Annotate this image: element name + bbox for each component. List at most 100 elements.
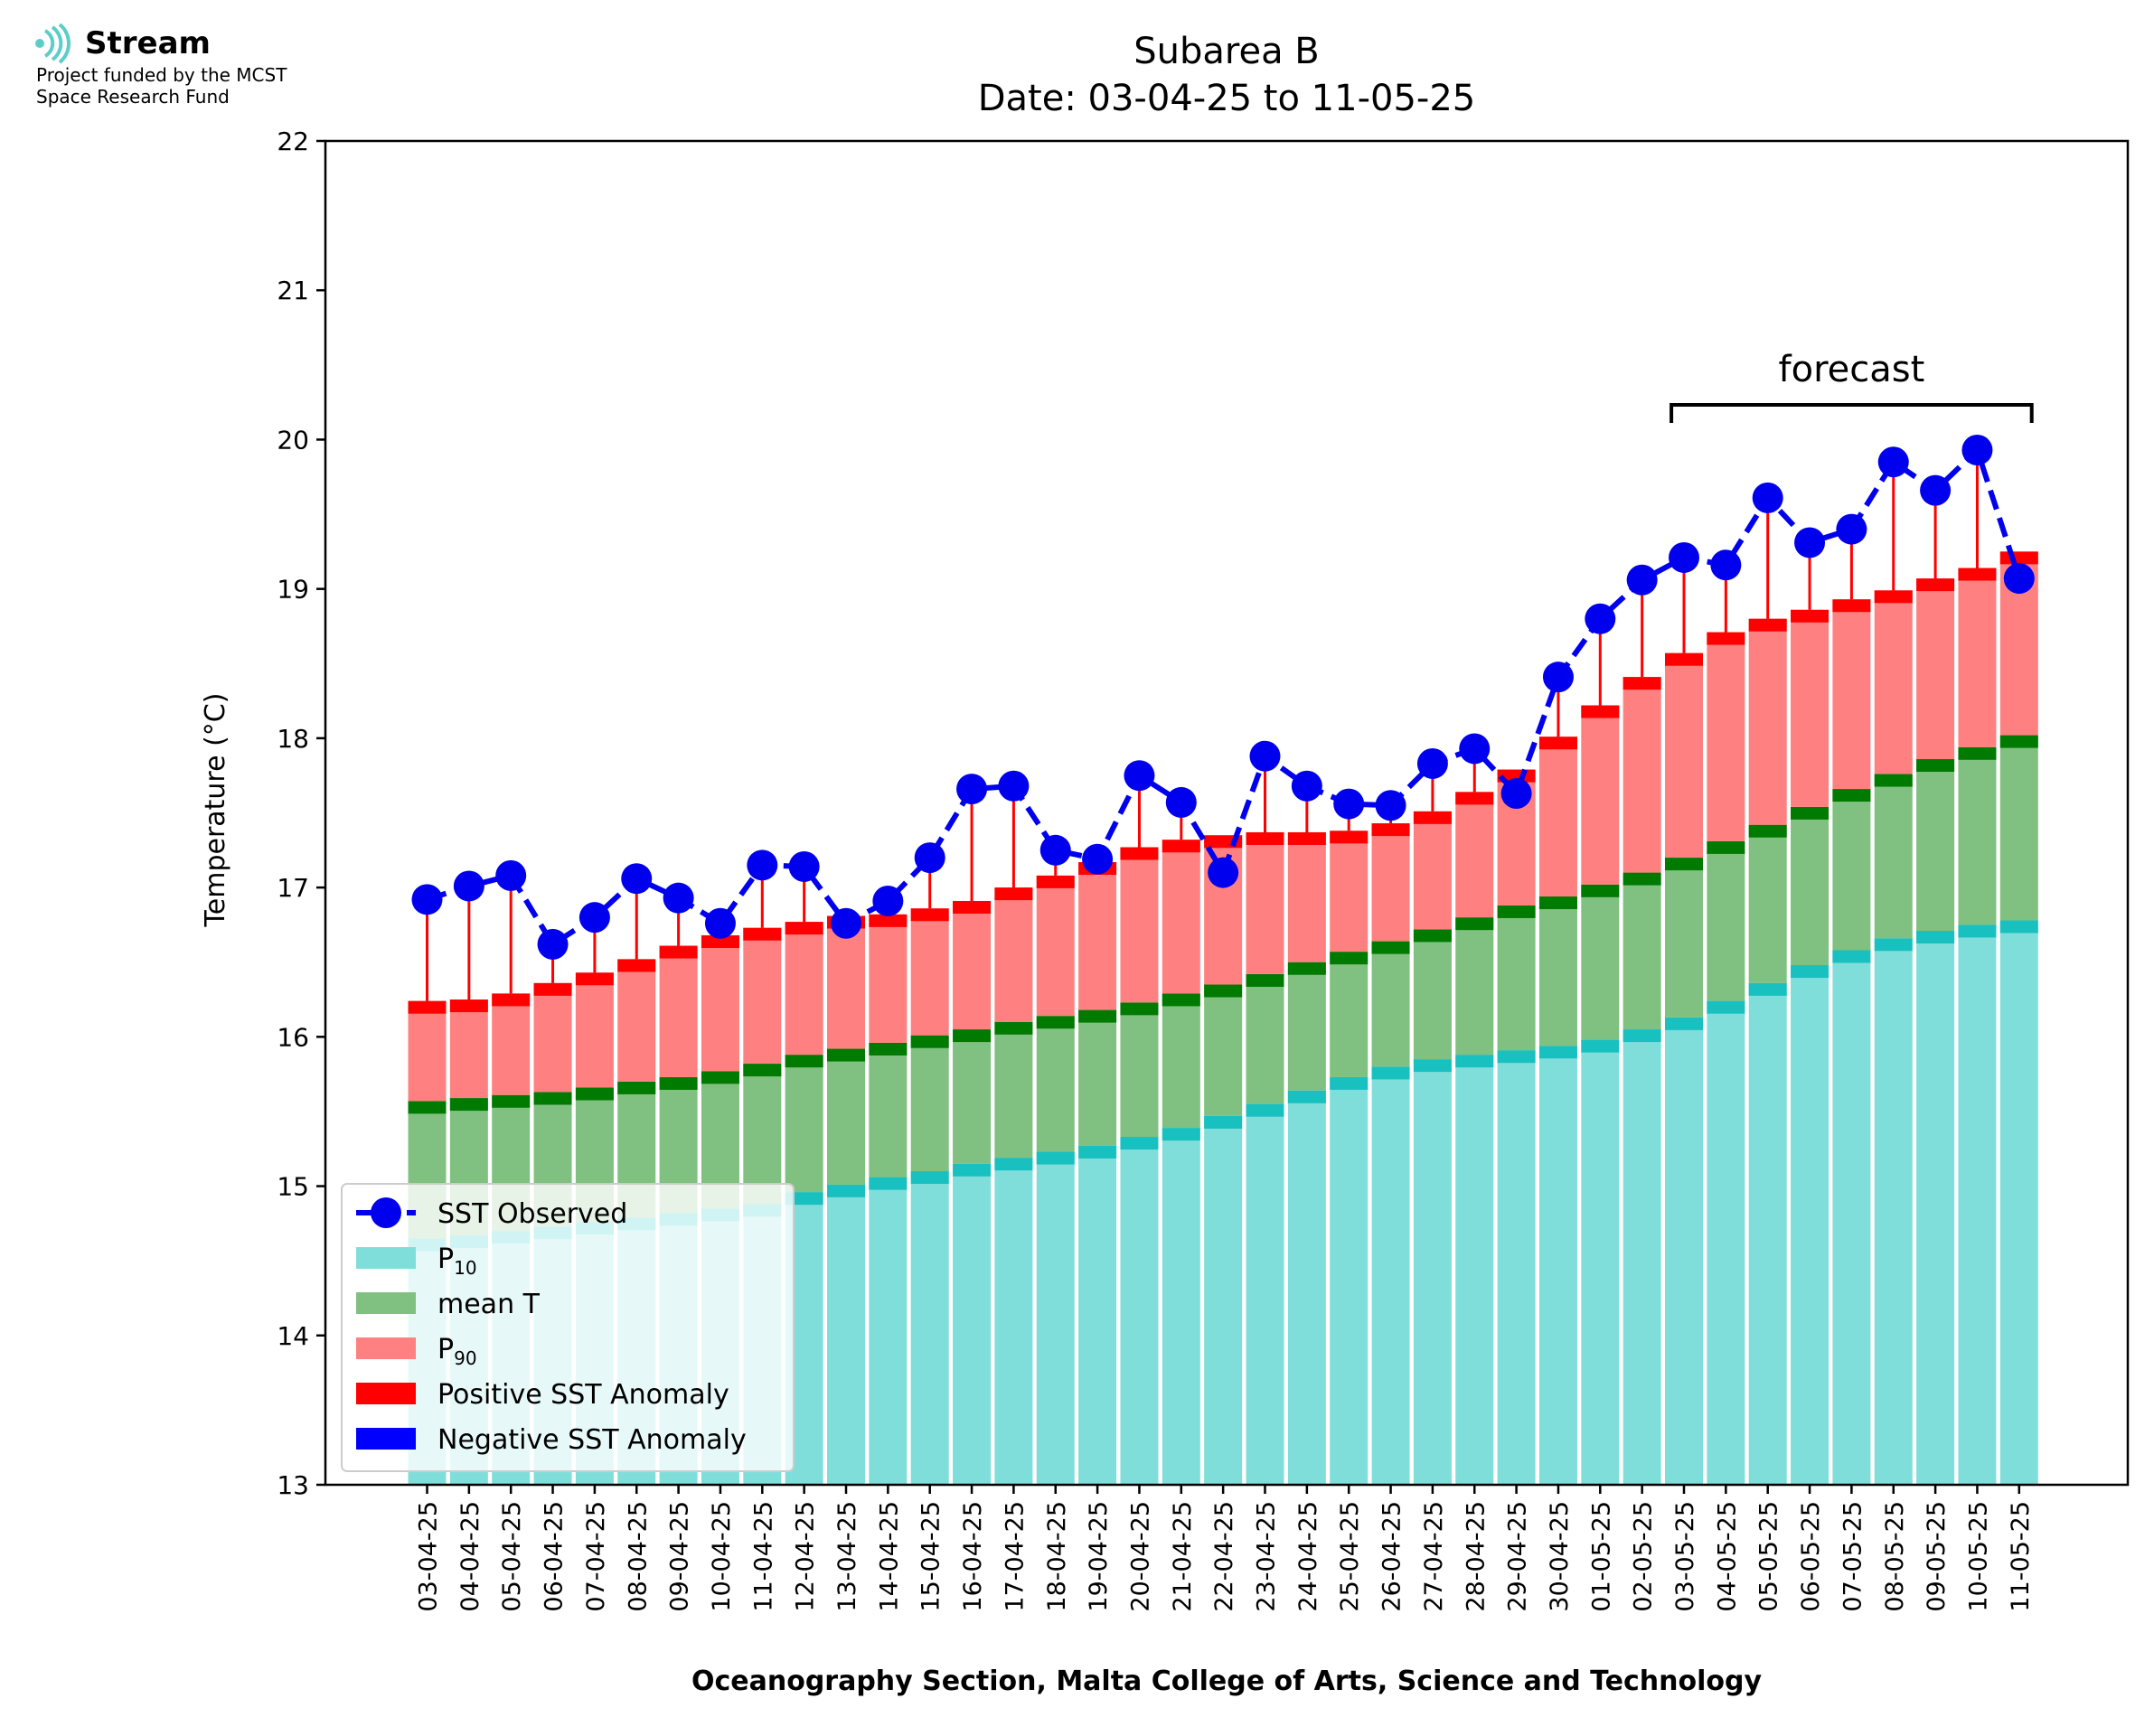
p10-bar <box>1371 1066 1410 1485</box>
y-tick-label: 21 <box>277 276 309 305</box>
p10-bar <box>1497 1050 1536 1485</box>
p10-cap <box>827 1184 865 1197</box>
p90-bar <box>1246 831 1284 974</box>
mean-bar <box>1036 1016 1075 1152</box>
x-tick-label: 05-05-25 <box>1755 1501 1783 1612</box>
stream-logo: Stream Project funded by the MCST Space … <box>33 23 340 114</box>
p90-bar <box>1874 590 1913 774</box>
sst-observed-point <box>1124 760 1155 792</box>
y-axis-label: Temperature (°C) <box>200 693 231 928</box>
mean-bar <box>1707 840 1745 1001</box>
p10-cap <box>785 1192 823 1206</box>
p10-cap <box>1204 1115 1243 1129</box>
p90-cap <box>1287 831 1326 845</box>
p90-bar <box>869 914 908 1043</box>
sst-observed-point <box>1500 778 1532 810</box>
p90-cap <box>617 959 656 972</box>
mean-cap <box>1162 993 1200 1007</box>
p10-cap <box>1999 920 2038 934</box>
x-tick-label: 29-04-25 <box>1504 1501 1532 1612</box>
p10-bar <box>827 1184 865 1485</box>
p90-cap <box>1330 830 1369 844</box>
sst-observed-point <box>1710 549 1742 581</box>
p10-bar <box>1330 1076 1369 1485</box>
mean-cap <box>1623 872 1661 886</box>
legend-label: Negative SST Anomaly <box>437 1424 747 1456</box>
p10-cap <box>1958 924 1997 938</box>
y-tick-label: 14 <box>277 1321 309 1351</box>
mean-bar <box>1832 789 1871 951</box>
sst-observed-point <box>914 842 945 874</box>
mean-cap <box>1497 905 1536 918</box>
legend-label: mean T <box>437 1289 541 1320</box>
mean-bar <box>1665 858 1703 1018</box>
y-tick-label: 16 <box>277 1022 309 1052</box>
p90-cap <box>1999 551 2038 565</box>
p90-bar <box>1455 792 1494 918</box>
p90-bar <box>701 934 739 1072</box>
legend-label: SST Observed <box>437 1198 627 1230</box>
sst-observed-point <box>1459 733 1491 765</box>
mean-bar <box>1455 917 1494 1056</box>
p10-cap <box>1036 1151 1075 1165</box>
sst-observed-point <box>411 884 443 915</box>
mean-bar <box>1246 973 1284 1104</box>
p90-bar <box>1413 811 1452 930</box>
mean-bar <box>1748 824 1787 983</box>
mean-bar <box>1958 746 1997 925</box>
mean-bar <box>1916 759 1955 932</box>
sst-observed-point <box>663 882 694 914</box>
p90-cap <box>785 922 823 935</box>
y-tick-label: 13 <box>277 1470 309 1500</box>
p10-cap <box>1413 1059 1452 1073</box>
p90-bar <box>1707 632 1745 841</box>
p10-bar <box>1078 1145 1117 1485</box>
mean-cap <box>869 1042 908 1056</box>
y-tick-label: 22 <box>277 127 309 156</box>
mean-bar <box>1623 872 1661 1030</box>
p90-bar <box>1330 830 1369 952</box>
p90-bar <box>1287 831 1326 962</box>
mean-cap <box>659 1076 698 1090</box>
mean-cap <box>785 1055 823 1068</box>
p10-bar <box>1707 1000 1745 1485</box>
p90-cap <box>1455 792 1494 805</box>
mean-bar <box>953 1029 992 1164</box>
funding-line-2: Space Research Fund <box>36 86 230 108</box>
x-tick-label: 30-04-25 <box>1546 1501 1574 1612</box>
sst-observed-point <box>1961 435 1993 466</box>
p90-bar <box>575 972 614 1088</box>
p10-cap <box>1078 1145 1117 1159</box>
mean-cap <box>617 1081 656 1094</box>
p10-bar <box>1958 924 1997 1485</box>
mean-cap <box>827 1048 865 1062</box>
p90-cap <box>1832 599 1871 613</box>
p10-bar <box>1999 920 2038 1485</box>
x-tick-label: 10-05-25 <box>1964 1501 1992 1612</box>
sst-observed-point <box>1669 541 1699 573</box>
mean-cap <box>701 1071 739 1084</box>
p10-bar <box>1832 950 1871 1485</box>
mean-cap <box>1916 759 1955 773</box>
p90-cap <box>408 1000 447 1014</box>
p90-bar <box>953 900 992 1030</box>
x-tick-label: 11-04-25 <box>749 1501 777 1612</box>
p90-bar <box>1832 599 1871 790</box>
sst-observed-point <box>1752 482 1783 513</box>
mean-bar <box>1287 962 1326 1091</box>
p90-cap <box>1791 609 1829 623</box>
p90-bar <box>1538 737 1577 897</box>
legend-marker-swatch <box>371 1197 401 1228</box>
x-tick-label: 17-04-25 <box>1001 1501 1029 1612</box>
sst-observed-point <box>495 859 527 891</box>
forecast-bracket <box>1670 403 2034 423</box>
p90-cap <box>659 945 698 959</box>
legend-label-subscript: 90 <box>454 1347 476 1369</box>
mean-bar <box>994 1021 1033 1159</box>
p90-bar <box>449 999 488 1099</box>
p10-bar <box>1413 1059 1452 1485</box>
sst-observed-point <box>537 928 569 960</box>
x-tick-label: 08-04-25 <box>624 1501 652 1612</box>
